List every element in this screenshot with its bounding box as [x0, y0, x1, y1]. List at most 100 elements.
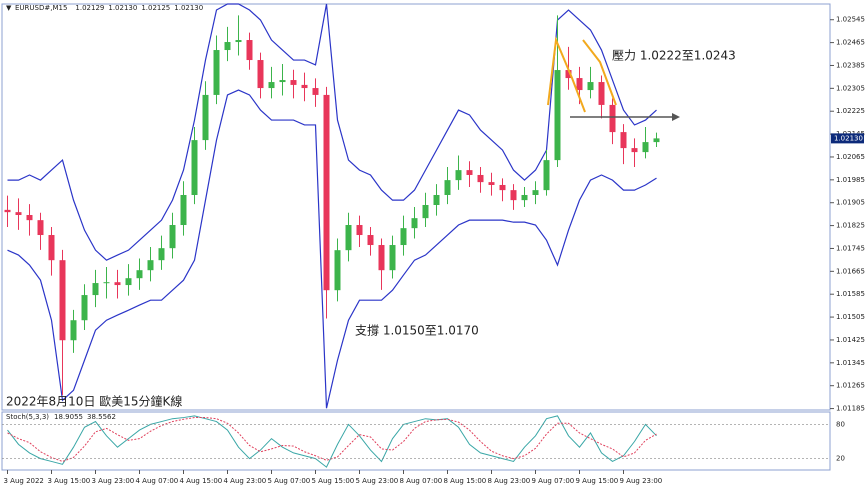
- y-tick-label: 1.01665: [836, 267, 865, 275]
- candle-body: [268, 82, 275, 89]
- candle-body: [147, 260, 154, 271]
- resistance-sketch: [547, 36, 586, 113]
- candle-body: [202, 94, 209, 141]
- candle-body: [378, 245, 385, 271]
- candle-body: [257, 60, 264, 89]
- last-price-box: [831, 133, 864, 144]
- candle-body: [576, 78, 583, 91]
- candle-body: [631, 148, 638, 153]
- x-tick-label: 3 Aug 2022: [4, 477, 44, 485]
- candle-body: [4, 209, 11, 213]
- y-tick-label: 1.02545: [836, 16, 865, 24]
- candle-body: [466, 170, 473, 175]
- x-tick-label: 8 Aug 15:00: [444, 477, 487, 485]
- y-tick-label: 1.02225: [836, 107, 865, 115]
- candle-body: [103, 282, 110, 284]
- y-tick-label: 1.01345: [836, 359, 865, 367]
- x-tick-label: 8 Aug 07:00: [400, 477, 443, 485]
- candle-body: [169, 225, 176, 249]
- x-tick-label: 8 Aug 23:00: [488, 477, 531, 485]
- candle-body: [158, 248, 165, 261]
- candle-body: [565, 70, 572, 79]
- quote-value: 1.02130: [174, 4, 203, 12]
- y-tick-label: 1.01265: [836, 382, 865, 390]
- candle-body: [290, 80, 297, 85]
- candle-body: [510, 190, 517, 201]
- candle-body: [587, 82, 594, 91]
- candle-body: [213, 50, 220, 95]
- candle-body: [400, 228, 407, 246]
- stoch-line: [7, 415, 657, 468]
- annotation: 2022年8月10日 歐美15分鐘K線: [6, 394, 182, 409]
- y-tick-label: 20: [836, 455, 845, 463]
- y-tick-label: 1.01985: [836, 176, 865, 184]
- x-tick-label: 9 Aug 07:00: [532, 477, 575, 485]
- annotation: 壓力 1.0222至1.0243: [612, 49, 736, 63]
- y-tick-label: 1.02065: [836, 153, 865, 161]
- candle-body: [653, 138, 660, 143]
- x-tick-label: 4 Aug 15:00: [180, 477, 223, 485]
- candle-body: [411, 218, 418, 229]
- x-tick-label: 3 Aug 23:00: [92, 477, 135, 485]
- candle-body: [367, 235, 374, 246]
- candle-body: [81, 295, 88, 321]
- candle-body: [125, 278, 132, 286]
- candle-body: [279, 80, 286, 83]
- x-tick-label: 9 Aug 15:00: [576, 477, 619, 485]
- quote-value: 1.02130: [108, 4, 137, 12]
- x-tick-label: 3 Aug 15:00: [48, 477, 91, 485]
- x-tick-label: 4 Aug 07:00: [136, 477, 179, 485]
- candle-body: [15, 212, 22, 216]
- candle-body: [356, 225, 363, 236]
- y-tick-label: 1.01825: [836, 222, 865, 230]
- candle-body: [180, 194, 187, 226]
- x-tick-label: 4 Aug 23:00: [224, 477, 267, 485]
- y-tick-label: 1.02385: [836, 61, 865, 69]
- candle-body: [543, 160, 550, 191]
- last-price-label: 1.02130: [834, 134, 863, 142]
- symbol-marker: ▼: [6, 4, 12, 12]
- candle-body: [521, 194, 528, 201]
- y-tick-label: 1.01185: [836, 405, 865, 413]
- y-tick-label: 80: [836, 420, 845, 428]
- candle-body: [191, 140, 198, 195]
- candle-body: [609, 104, 616, 133]
- y-tick-label: 1.01905: [836, 199, 865, 207]
- candle-body: [620, 132, 627, 149]
- y-tick-label: 1.01585: [836, 290, 865, 298]
- candle-body: [499, 184, 506, 191]
- quote-value: 1.02129: [75, 4, 104, 12]
- stoch-title: Stoch(5,3,3): [6, 413, 49, 421]
- candle-body: [532, 190, 539, 195]
- x-tick-label: 5 Aug 23:00: [356, 477, 399, 485]
- symbol: EURUSD#,M15: [15, 4, 67, 12]
- stoch-reading: 38.5562: [87, 413, 116, 421]
- plot: [4, 3, 660, 468]
- stoch-panel: [1, 411, 831, 471]
- x-tick-label: 5 Aug 07:00: [268, 477, 311, 485]
- candle-body: [235, 40, 242, 43]
- y-tick-label: 1.02465: [836, 39, 865, 47]
- lower-band: [7, 89, 657, 409]
- candle-body: [389, 245, 396, 271]
- candle-body: [488, 182, 495, 185]
- candle-body: [444, 180, 451, 195]
- y-tick-label: 1.02305: [836, 84, 865, 92]
- y-tick-label: 1.01425: [836, 336, 865, 344]
- stoch-reading: 18.9055: [54, 413, 83, 421]
- candle-body: [642, 142, 649, 153]
- candle-body: [92, 283, 99, 296]
- candle-body: [598, 82, 605, 105]
- resistance-sketch: [582, 39, 617, 106]
- upper-band: [7, 3, 657, 261]
- candle-body: [59, 260, 66, 341]
- candle-body: [48, 235, 55, 261]
- candle-body: [37, 220, 44, 236]
- candle-body: [301, 84, 308, 89]
- y-tick-label: 1.01745: [836, 244, 865, 252]
- annotation: 支撐 1.0150至1.0170: [355, 324, 479, 338]
- candle-body: [323, 94, 330, 291]
- candle-body: [224, 42, 231, 51]
- candle-body: [246, 40, 253, 61]
